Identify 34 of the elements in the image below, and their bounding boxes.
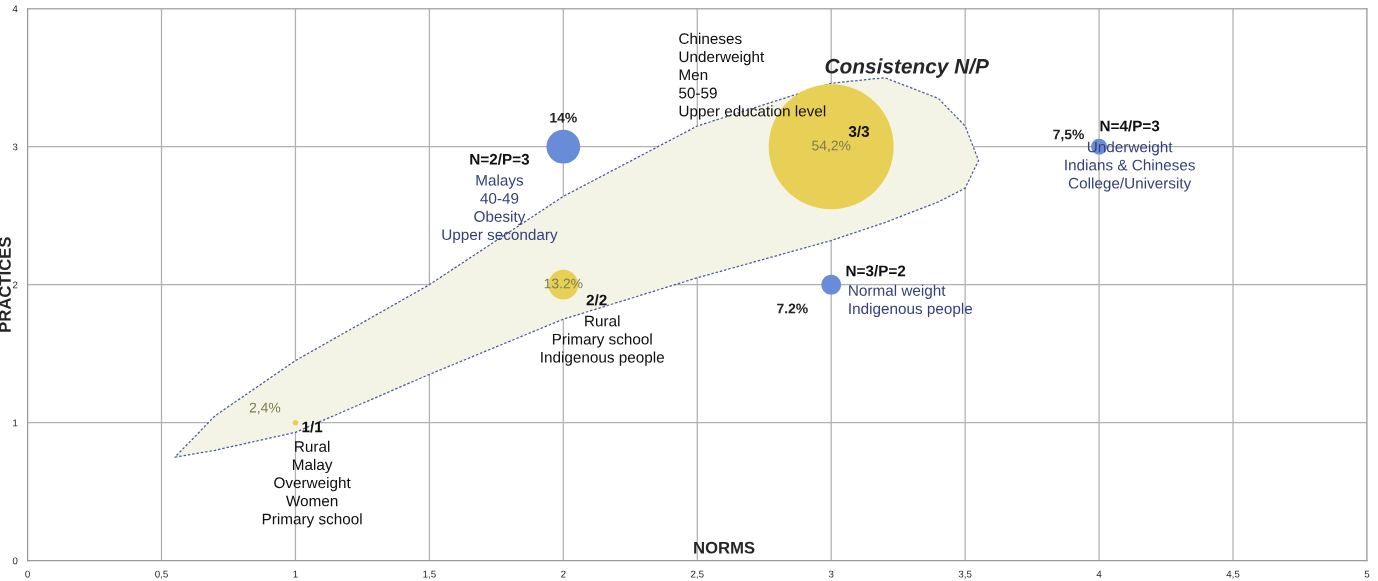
x-tick-label: 0,5: [155, 570, 168, 579]
y-tick-label: 1: [13, 419, 18, 427]
annotation: 2,4%: [249, 402, 281, 415]
annotation: 7,5%: [1053, 129, 1084, 142]
x-tick-label: 0: [25, 570, 30, 578]
annotation: N=4/P=3: [1100, 120, 1160, 132]
annotation: 3/3: [848, 125, 870, 138]
annotation: Rural Malay Overweight Women Primary school: [262, 440, 362, 528]
y-axis-title: PRACTICES: [0, 237, 11, 332]
annotation: N=3/P=2: [846, 265, 906, 277]
x-axis-title: NORMS: [694, 541, 755, 554]
x-tick-label: 1,5: [423, 570, 436, 579]
annotation: Consistency N/P: [825, 58, 989, 78]
annotation: Normal weight Indigenous people: [849, 284, 973, 318]
annotation: 7.2%: [777, 303, 808, 314]
y-tick-label: 2: [12, 281, 18, 289]
annotation: 1/1: [302, 421, 323, 433]
y-tick-label: 4: [12, 5, 18, 13]
x-tick-label: 3,5: [958, 570, 972, 579]
x-tick-label: 1: [293, 570, 298, 578]
x-tick-label: 2: [561, 570, 566, 578]
x-tick-label: 3: [828, 570, 834, 578]
annotation: N=2/P=3: [470, 153, 530, 165]
annotation: Malays 40-49 Obesity Upper secondary: [442, 174, 558, 244]
annotation: 54,2%: [812, 140, 851, 153]
x-tick-label: 5: [1364, 570, 1370, 578]
x-tick-label: 2,5: [691, 570, 704, 579]
y-tick-label: 3: [12, 143, 18, 151]
x-tick-label: 4: [1096, 570, 1102, 578]
annotation: 2/2: [586, 294, 607, 306]
annotation: 14%: [550, 112, 577, 123]
y-tick-label: 0: [12, 557, 18, 565]
x-tick-label: 4,5: [1226, 570, 1240, 579]
annotation: Rural Primary school Indigenous people: [541, 315, 664, 366]
